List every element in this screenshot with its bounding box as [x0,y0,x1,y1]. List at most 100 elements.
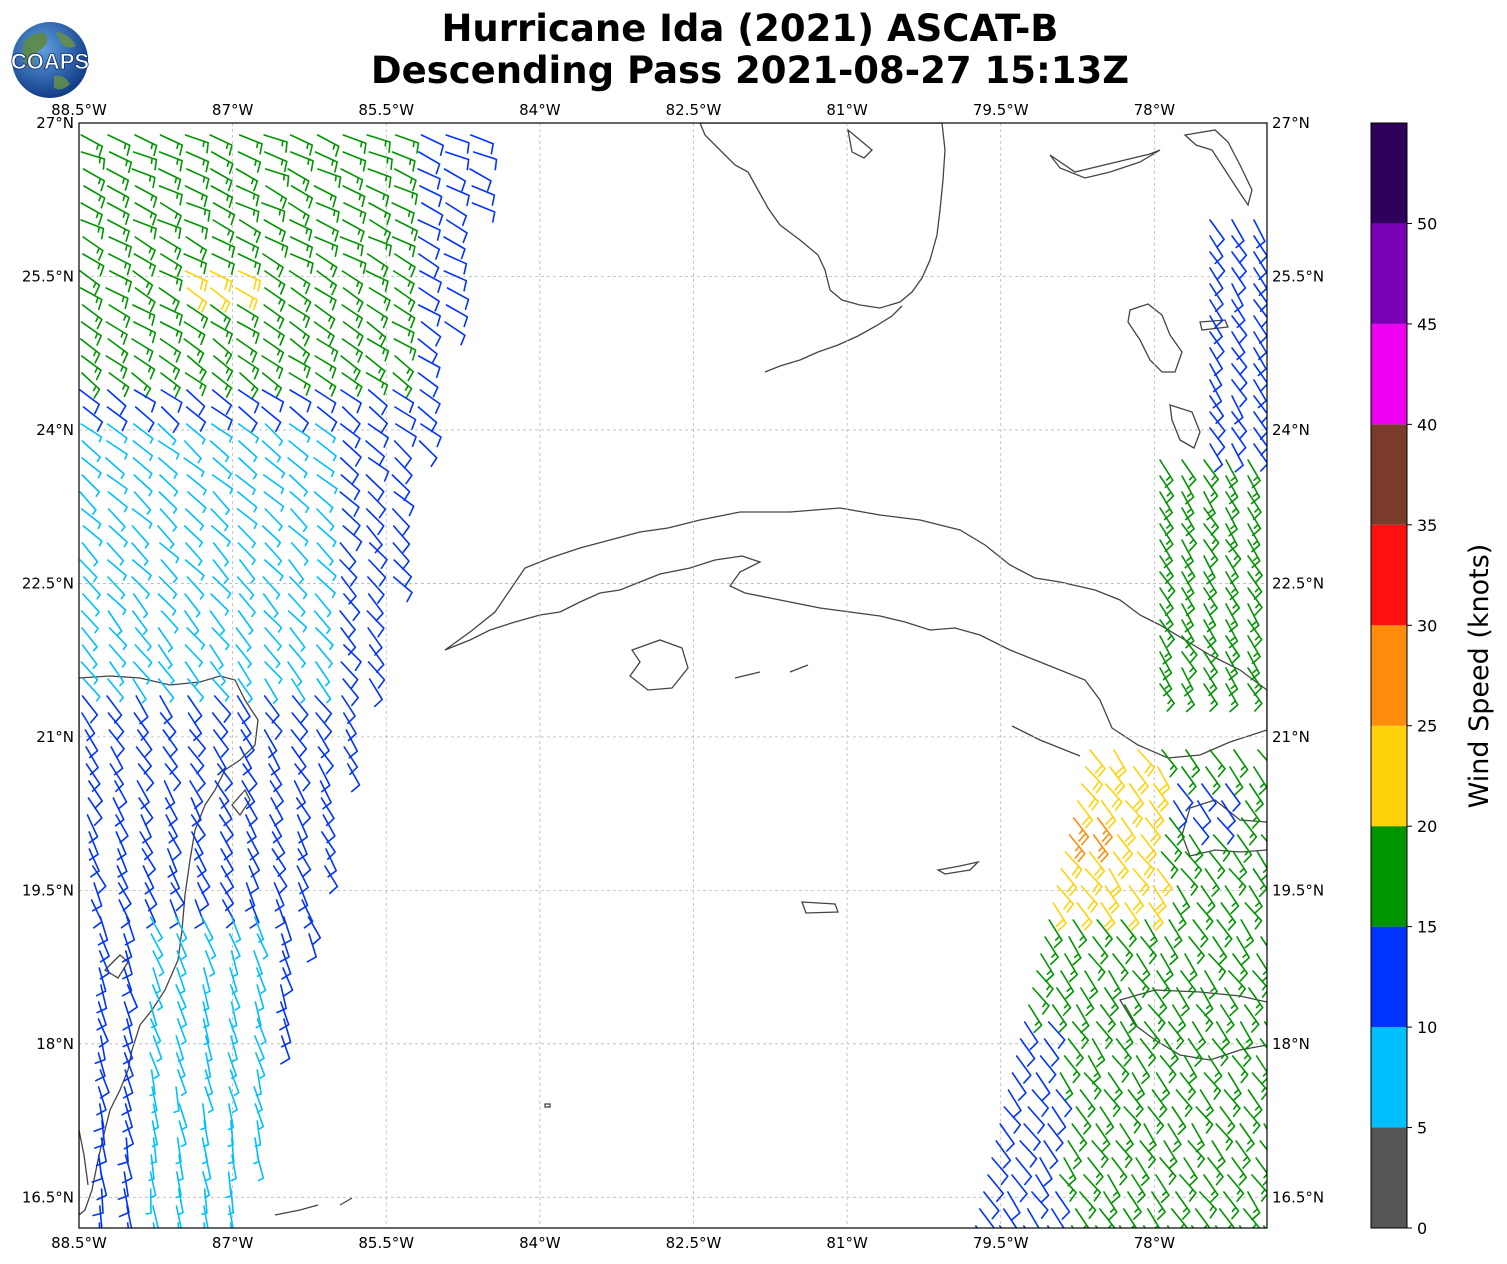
wind-barb [443,168,467,192]
wind-barb [272,865,288,895]
wind-barb [81,695,99,724]
wind-barb [131,372,152,399]
wind-barb [1023,1123,1041,1151]
wind-barb [80,202,103,226]
wind-barb [117,882,132,912]
lat-tick-right: 21°N [1272,728,1310,746]
wind-barb [79,389,100,415]
wind-barb [1055,1089,1073,1118]
wind-barb [367,491,387,519]
wind-barb [134,287,156,313]
wind-barb [263,644,281,669]
colorbar-frame [1370,122,1408,1229]
wind-barb [1139,1140,1157,1169]
wind-barb [218,814,234,843]
wind-barb [287,457,308,479]
wind-barb [175,1205,182,1228]
wind-barb [265,712,283,740]
wind-barb [1112,953,1129,982]
lon-tick-bottom: 81°W [826,1234,868,1252]
wind-barb [366,253,389,278]
wind-barb [107,559,127,581]
wind-barb [1148,902,1164,931]
wind-barb [211,474,234,495]
wind-barb [1105,783,1123,811]
wind-barb [1051,1208,1065,1228]
wind-barb [1176,987,1190,1017]
wind-barb [369,219,392,244]
wind-barb [392,525,411,553]
wind-barb [290,151,314,172]
wind-barb [122,1001,133,1031]
wind-barb [178,1120,187,1148]
wind-barb [238,406,258,433]
lat-tick-right: 22.5°N [1272,574,1324,592]
wind-barb [1223,1191,1240,1220]
wind-barb [248,865,260,895]
lon-tick-bottom: 84°W [519,1234,561,1252]
wind-barb [185,423,206,445]
wind-barb [1232,953,1248,982]
wind-barb [1107,1072,1123,1101]
wind-barb [289,406,309,433]
wind-barb [1087,1157,1104,1186]
colorbar-bin [1371,223,1407,324]
wind-barb [236,236,259,259]
lat-tick-left: 27°N [36,114,74,132]
wind-barb [157,593,177,616]
wind-barb [392,576,413,603]
wind-barb [107,678,124,703]
wind-barb [316,338,339,362]
wind-barb [133,253,156,277]
wind-barb [210,185,234,208]
wind-barb [98,1222,101,1228]
colorbar-bin [1371,424,1407,525]
wind-barb [159,134,184,156]
wind-barb [295,797,311,826]
wind-barb [313,491,334,513]
wind-barb [1192,817,1210,846]
wind-barb [1231,379,1248,408]
wind-barb [108,151,133,174]
lat-tick-left: 22.5°N [22,574,74,592]
wind-barb [291,712,309,741]
wind-barb [83,185,106,209]
wind-barb [185,542,203,566]
wind-barb [80,355,102,381]
wind-barb [1151,1089,1168,1118]
wind-barb [230,1035,238,1063]
wind-barb [176,967,186,995]
wind-barb [157,457,178,479]
wind-barb [1089,749,1106,778]
wind-barb [108,372,130,398]
wind-barb [314,423,336,444]
wind-barb [108,236,132,258]
wind-barb [1231,267,1247,296]
wind-barb [1231,363,1248,392]
wind-barb [1225,635,1241,664]
wind-barb [183,321,206,346]
wind-barb [109,661,125,687]
map-area [79,123,1267,1228]
wind-barb [96,1137,107,1167]
wind-barb [315,712,333,741]
wind-barb [176,950,187,977]
wind-barb [1112,851,1129,880]
wind-barb [107,338,129,364]
wind-barb [263,304,285,330]
wind-barb [132,219,157,240]
wind-barb [368,644,385,673]
wind-barb [1135,1157,1150,1187]
wind-barb [213,695,232,723]
wind-barb [366,321,387,348]
wind-barb [190,814,206,843]
wind-barb [288,270,311,295]
wind-barb [290,508,308,532]
wind-barb [366,304,389,329]
wind-barb [237,151,262,173]
wind-barb [368,151,393,171]
wind-barb [393,559,413,587]
lat-tick-left: 24°N [36,421,74,439]
wind-barb [1247,555,1263,584]
wind-barb [1207,1157,1224,1186]
